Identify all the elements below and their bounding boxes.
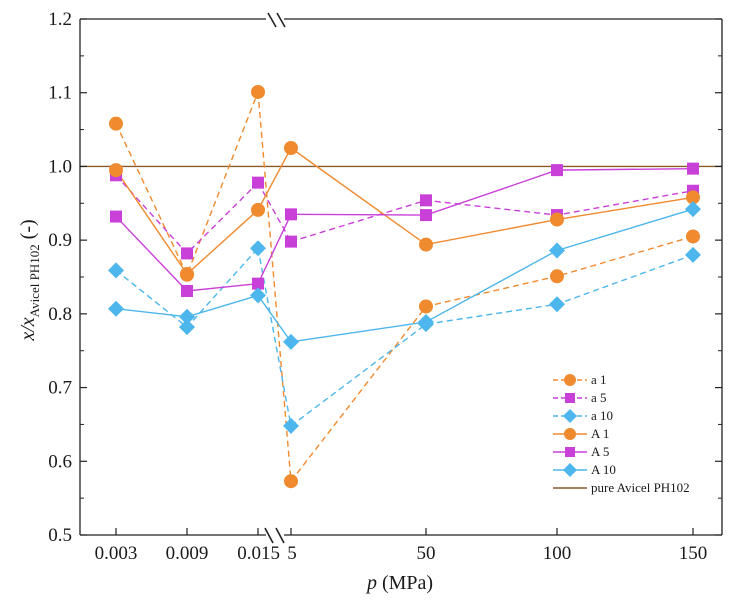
series-line [257, 295, 292, 343]
axis-break-mark [267, 12, 277, 28]
y-tick-label: 1.0 [48, 156, 72, 177]
series-line [290, 190, 694, 243]
y-tick-label: 0.5 [48, 525, 72, 546]
data-point [180, 267, 194, 282]
x-tick-label: 0.009 [166, 543, 209, 564]
y-axis-label: x/xAvicel PH102 (-) [17, 219, 42, 341]
y-tick-label: 1.1 [48, 83, 72, 104]
data-point [285, 235, 297, 248]
legend-marker [565, 393, 575, 403]
data-point [420, 209, 432, 222]
legend-marker [563, 463, 577, 477]
data-point [284, 474, 298, 489]
series-line [290, 254, 694, 427]
series-line [257, 91, 292, 482]
data-point [109, 163, 123, 178]
x-tick-label: 150 [679, 543, 708, 564]
series-line [290, 167, 694, 216]
data-point [283, 417, 299, 434]
axis-break-mark [276, 12, 286, 28]
series-line [290, 208, 694, 343]
x-tick-label: 50 [417, 543, 436, 564]
x-tick-label: 0.003 [95, 543, 138, 564]
data-point [551, 164, 563, 177]
series-line [115, 91, 259, 277]
series-line [257, 147, 292, 211]
data-point [420, 194, 432, 207]
x-tick-label: 5 [287, 543, 297, 564]
data-point [109, 116, 123, 131]
y-tick-label: 0.9 [48, 230, 72, 251]
data-point [285, 208, 297, 221]
legend-marker [565, 447, 575, 457]
data-point [251, 202, 265, 217]
data-point [550, 212, 564, 227]
data-point [284, 141, 298, 155]
data-point [549, 296, 565, 313]
data-point [686, 229, 700, 244]
data-point [179, 308, 195, 325]
legend-marker [564, 374, 576, 386]
data-point [181, 285, 193, 298]
series-line [115, 174, 259, 255]
x-tick-label: 0.015 [237, 543, 280, 564]
y-tick-label: 0.8 [48, 304, 72, 325]
data-point [252, 176, 264, 189]
data-point [283, 333, 299, 350]
legend-label: a 1 [591, 372, 607, 387]
data-point [250, 287, 266, 304]
legend-label: A 5 [591, 444, 609, 459]
legend-label: pure Avicel PH102 [591, 480, 690, 495]
data-point [252, 277, 264, 290]
legend-marker [563, 409, 577, 423]
series-line [257, 182, 292, 242]
x-tick-label: 100 [543, 543, 572, 564]
legend-label: A 10 [591, 462, 616, 477]
data-point [419, 299, 433, 314]
y-tick-label: 1.2 [48, 9, 72, 30]
y-tick-label: 0.6 [48, 451, 72, 472]
y-tick-label: 0.7 [48, 378, 72, 399]
series-line [257, 214, 292, 284]
data-point [179, 319, 195, 336]
data-point [108, 262, 124, 279]
legend-label: a 10 [591, 408, 613, 423]
legend-label: a 5 [591, 390, 607, 405]
data-point [110, 210, 122, 223]
data-point [418, 313, 434, 330]
data-point [251, 84, 265, 99]
series-line [290, 147, 694, 246]
legend-label: A 1 [591, 426, 609, 441]
axis-break-mark [275, 527, 285, 544]
axis-break-mark [264, 527, 274, 544]
data-point [250, 240, 266, 257]
data-point [685, 246, 701, 263]
data-point [687, 162, 699, 175]
series-line [290, 235, 694, 482]
data-point [419, 237, 433, 252]
data-point [685, 201, 701, 218]
legend-marker [564, 428, 576, 440]
x-axis-label: p (MPa) [365, 572, 433, 594]
data-point [549, 242, 565, 259]
data-point [108, 300, 124, 317]
series-line [257, 248, 292, 427]
data-point [550, 269, 564, 284]
data-point [181, 247, 193, 260]
